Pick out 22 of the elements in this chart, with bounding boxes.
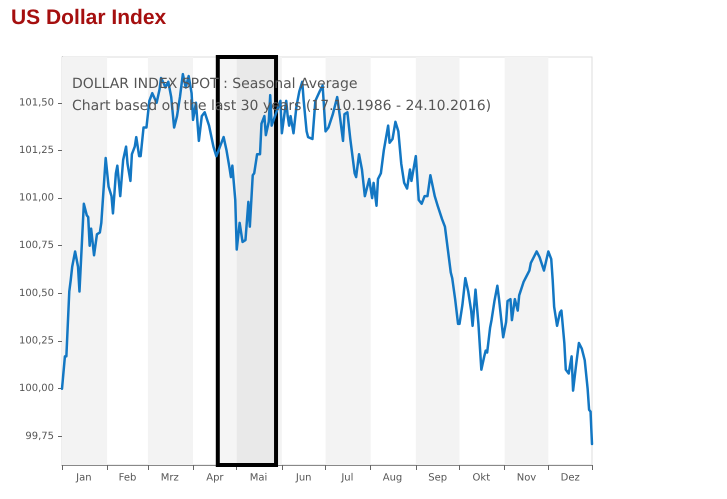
- x-tick-label: Jan: [75, 472, 92, 484]
- y-tick-label: 99,75: [25, 430, 54, 442]
- y-tick-label: 100,25: [19, 336, 54, 347]
- x-tick-label: Mrz: [160, 472, 179, 484]
- y-tick-label: 100,50: [19, 288, 54, 299]
- line-series: [60, 72, 594, 446]
- x-tick-label: Mai: [250, 472, 268, 484]
- x-tick-label: Feb: [118, 472, 136, 484]
- x-tick-label: Apr: [206, 472, 224, 484]
- y-tick-label: 100,00: [19, 383, 54, 394]
- x-tick-label: Okt: [472, 472, 490, 484]
- y-tick-label: 100,75: [19, 240, 54, 252]
- y-tick-label: 101,25: [19, 144, 54, 156]
- x-tick-label: Sep: [428, 472, 448, 484]
- x-tick-label: Jun: [294, 472, 312, 484]
- chart-title: US Dollar Index: [11, 6, 167, 29]
- x-tick-label: Jul: [340, 472, 354, 484]
- x-tick-label: Aug: [382, 472, 402, 484]
- x-tick-label: Nov: [516, 472, 536, 484]
- y-tick-label: 101,00: [19, 192, 54, 204]
- x-tick-label: Dez: [560, 472, 580, 484]
- y-tick-label: 101,50: [19, 97, 54, 108]
